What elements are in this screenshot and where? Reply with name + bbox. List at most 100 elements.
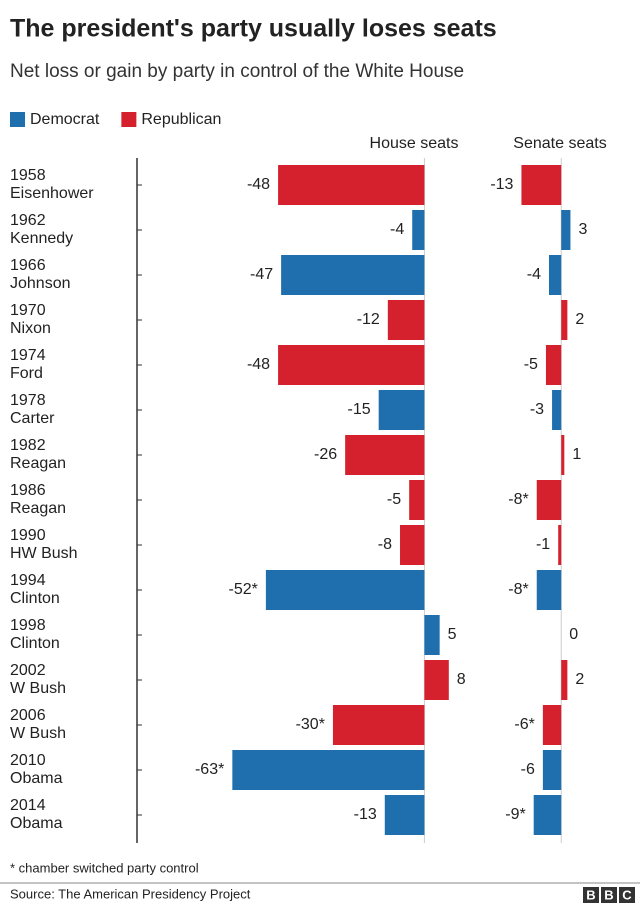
bar: [542, 705, 562, 745]
bar: [265, 570, 425, 610]
value-label: 5: [448, 626, 457, 643]
value-label: -6: [521, 761, 535, 778]
bar: [345, 435, 425, 475]
category-year: 2002: [10, 662, 46, 679]
logo-letter: B: [586, 887, 595, 902]
bar: [542, 750, 562, 790]
panel-heading: House seats: [370, 135, 459, 152]
bar: [281, 255, 425, 295]
value-label: -48: [247, 176, 270, 193]
category-year: 2006: [10, 707, 46, 724]
legend-label: Democrat: [30, 111, 100, 128]
bar: [332, 705, 425, 745]
value-label: -3: [530, 401, 544, 418]
category-name: Clinton: [10, 635, 60, 652]
category-name: Nixon: [10, 320, 51, 337]
value-label: -5: [387, 491, 401, 508]
bar: [521, 165, 562, 205]
bar: [400, 525, 425, 565]
value-label: 2: [575, 311, 584, 328]
bar: [561, 300, 568, 340]
category-year: 1990: [10, 527, 46, 544]
category-name: Ford: [10, 365, 43, 382]
value-label: -5: [524, 356, 538, 373]
category-name: Obama: [10, 815, 63, 832]
value-label: -8*: [508, 581, 528, 598]
value-label: -4: [390, 221, 404, 238]
value-label: -30*: [296, 716, 325, 733]
bar: [412, 210, 425, 250]
bar: [424, 660, 449, 700]
bar: [561, 660, 568, 700]
value-label: 8: [457, 671, 466, 688]
value-label: 2: [575, 671, 584, 688]
value-label: -9*: [505, 806, 525, 823]
category-year: 1966: [10, 257, 46, 274]
category-name: Clinton: [10, 590, 60, 607]
logo-box: [619, 887, 635, 903]
bar: [533, 795, 562, 835]
value-label: -15: [348, 401, 371, 418]
category-name: W Bush: [10, 725, 66, 742]
category-year: 1962: [10, 212, 46, 229]
category-year: 2014: [10, 797, 46, 814]
category-year: 1978: [10, 392, 46, 409]
value-label: -8*: [508, 491, 528, 508]
panel-heading: Senate seats: [513, 135, 606, 152]
category-name: Reagan: [10, 500, 66, 517]
bar: [387, 300, 425, 340]
value-label: -4: [527, 266, 541, 283]
bar: [558, 525, 562, 565]
chart-title: The president's party usually loses seat…: [10, 15, 497, 43]
value-label: -47: [250, 266, 273, 283]
category-name: Johnson: [10, 275, 71, 292]
value-label: -13: [354, 806, 377, 823]
logo-box: [583, 887, 599, 903]
bar: [384, 795, 425, 835]
legend-swatch: [121, 112, 137, 127]
value-label: 1: [572, 446, 581, 463]
logo-box: [601, 887, 617, 903]
logo-letter: C: [622, 887, 632, 902]
bar: [561, 210, 571, 250]
bar: [424, 615, 440, 655]
chart-subtitle: Net loss or gain by party in control of …: [10, 61, 464, 82]
source: Source: The American Presidency Project: [10, 886, 251, 901]
category-year: 1974: [10, 347, 46, 364]
bar: [278, 345, 425, 385]
bar: [552, 390, 562, 430]
value-label: -1: [536, 536, 550, 553]
value-label: -48: [247, 356, 270, 373]
bar: [409, 480, 425, 520]
bar: [536, 570, 562, 610]
value-label: -26: [314, 446, 337, 463]
logo-letter: B: [604, 887, 613, 902]
category-year: 2010: [10, 752, 46, 769]
legend-label: Republican: [141, 111, 221, 128]
bar: [561, 435, 565, 475]
bar: [232, 750, 425, 790]
value-label: -13: [490, 176, 513, 193]
category-name: HW Bush: [10, 545, 78, 562]
category-name: Reagan: [10, 455, 66, 472]
value-label: -6*: [514, 716, 534, 733]
bar: [378, 390, 425, 430]
category-name: Kennedy: [10, 230, 73, 247]
value-label: 0: [569, 626, 578, 643]
value-label: -63*: [195, 761, 224, 778]
bar: [278, 165, 425, 205]
value-label: -52*: [229, 581, 258, 598]
legend-swatch: [10, 112, 25, 127]
category-name: Eisenhower: [10, 185, 94, 202]
value-label: -8: [378, 536, 392, 553]
category-year: 1958: [10, 167, 46, 184]
value-label: -12: [357, 311, 380, 328]
value-label: 3: [578, 221, 587, 238]
category-year: 1982: [10, 437, 46, 454]
bar: [549, 255, 562, 295]
category-year: 1986: [10, 482, 46, 499]
category-name: Carter: [10, 410, 55, 427]
category-name: Obama: [10, 770, 63, 787]
